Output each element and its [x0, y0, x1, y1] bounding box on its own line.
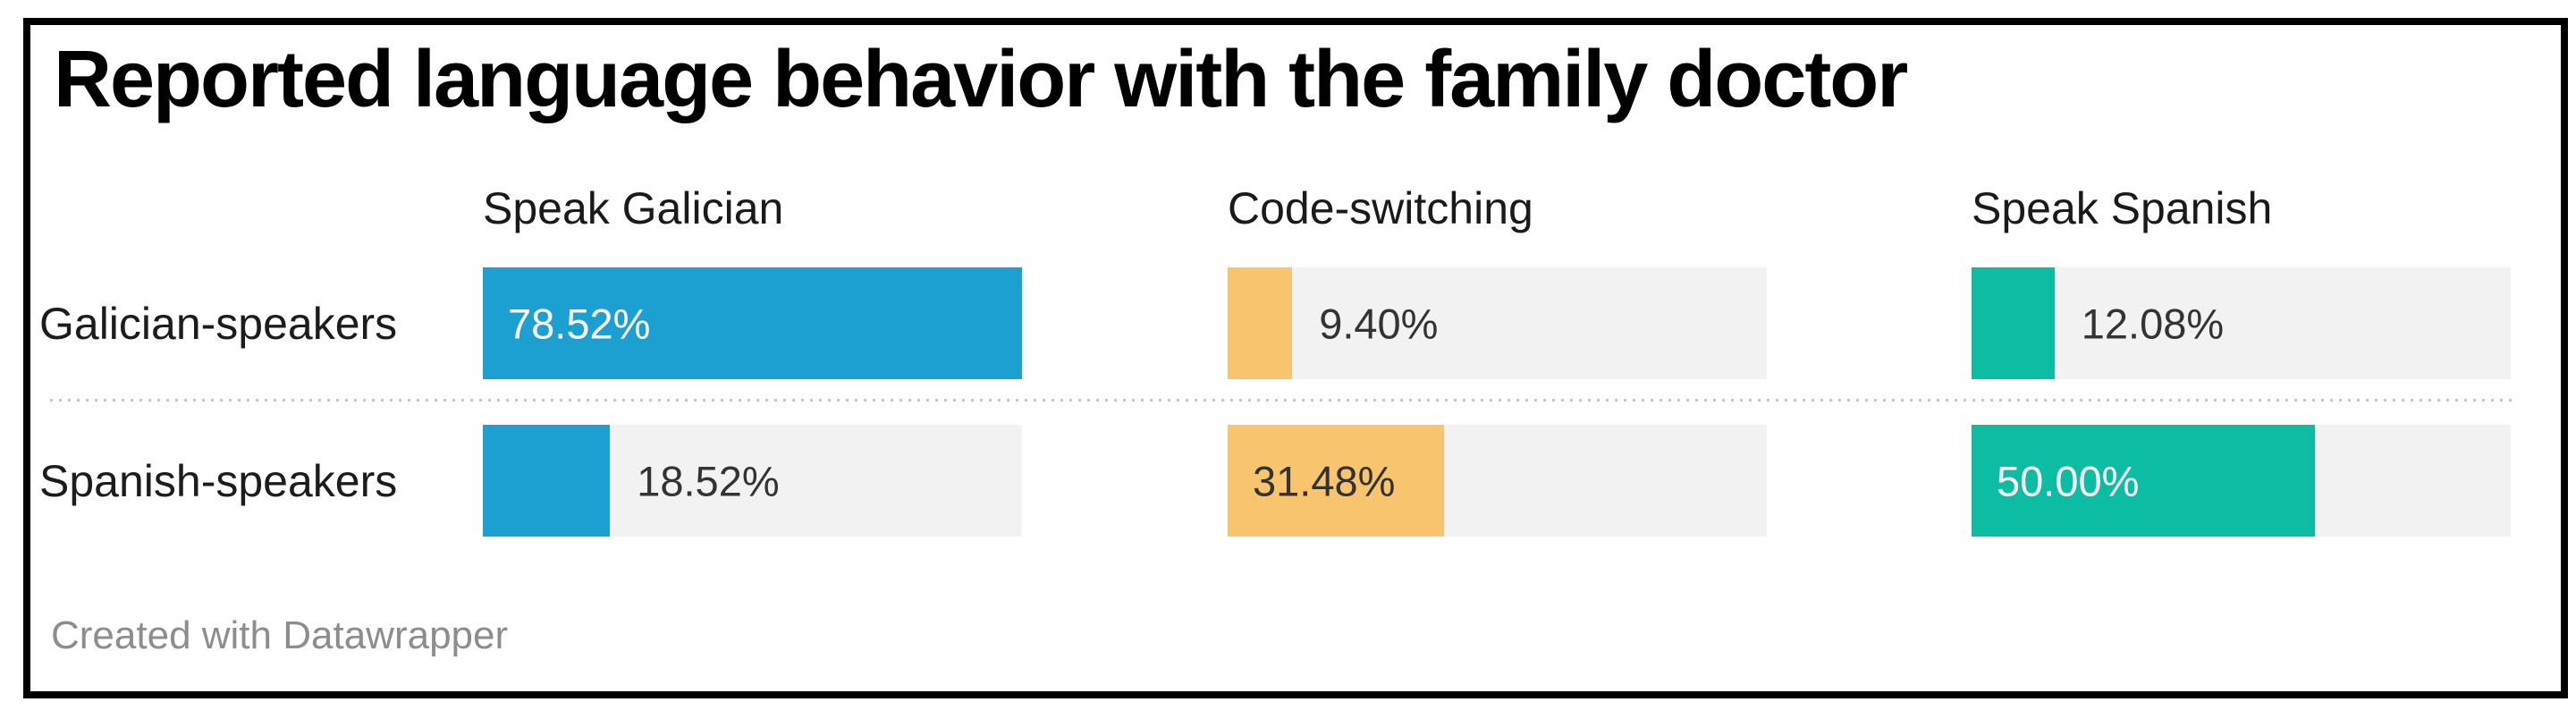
bar-fill [1228, 267, 1293, 379]
bar-fill [483, 425, 611, 537]
row-label: Galician-speakers [39, 298, 398, 349]
bar-cell: 9.40% [1228, 267, 1767, 379]
row-separator [50, 399, 2514, 402]
table-row: Galician-speakers 78.52% 9.40% 12.08% [30, 267, 2561, 379]
bar-value-label: 50.00% [1997, 457, 2140, 504]
bar-cell: 78.52% [483, 267, 1022, 379]
bar-value-label: 78.52% [508, 300, 651, 347]
attribution: Created with Datawrapper [51, 613, 509, 657]
bar-value-label: 31.48% [1253, 457, 1396, 504]
bar-fill [1972, 267, 2055, 379]
column-header-speak-spanish: Speak Spanish [1972, 183, 2273, 233]
table-row: Spanish-speakers 18.52% 31.48% 50.00% [30, 425, 2561, 537]
bar-cell: 50.00% [1972, 425, 2511, 537]
column-header-code-switching: Code-switching [1228, 183, 1533, 233]
chart-title: Reported language behavior with the fami… [54, 35, 1908, 124]
bar-cell: 18.52% [483, 425, 1022, 537]
row-label: Spanish-speakers [39, 455, 398, 506]
bar-fill [1972, 425, 2315, 537]
bar-value-label: 18.52% [637, 457, 780, 504]
bar-fill [483, 267, 1022, 379]
chart-frame: Reported language behavior with the fami… [23, 18, 2568, 698]
bar-cell: 31.48% [1228, 425, 1767, 537]
bar-value-label: 12.08% [2081, 300, 2225, 347]
column-header-speak-galician: Speak Galician [483, 183, 784, 233]
bar-fill [1228, 425, 1444, 537]
bar-value-label: 9.40% [1319, 300, 1439, 347]
bar-cell: 12.08% [1972, 267, 2511, 379]
